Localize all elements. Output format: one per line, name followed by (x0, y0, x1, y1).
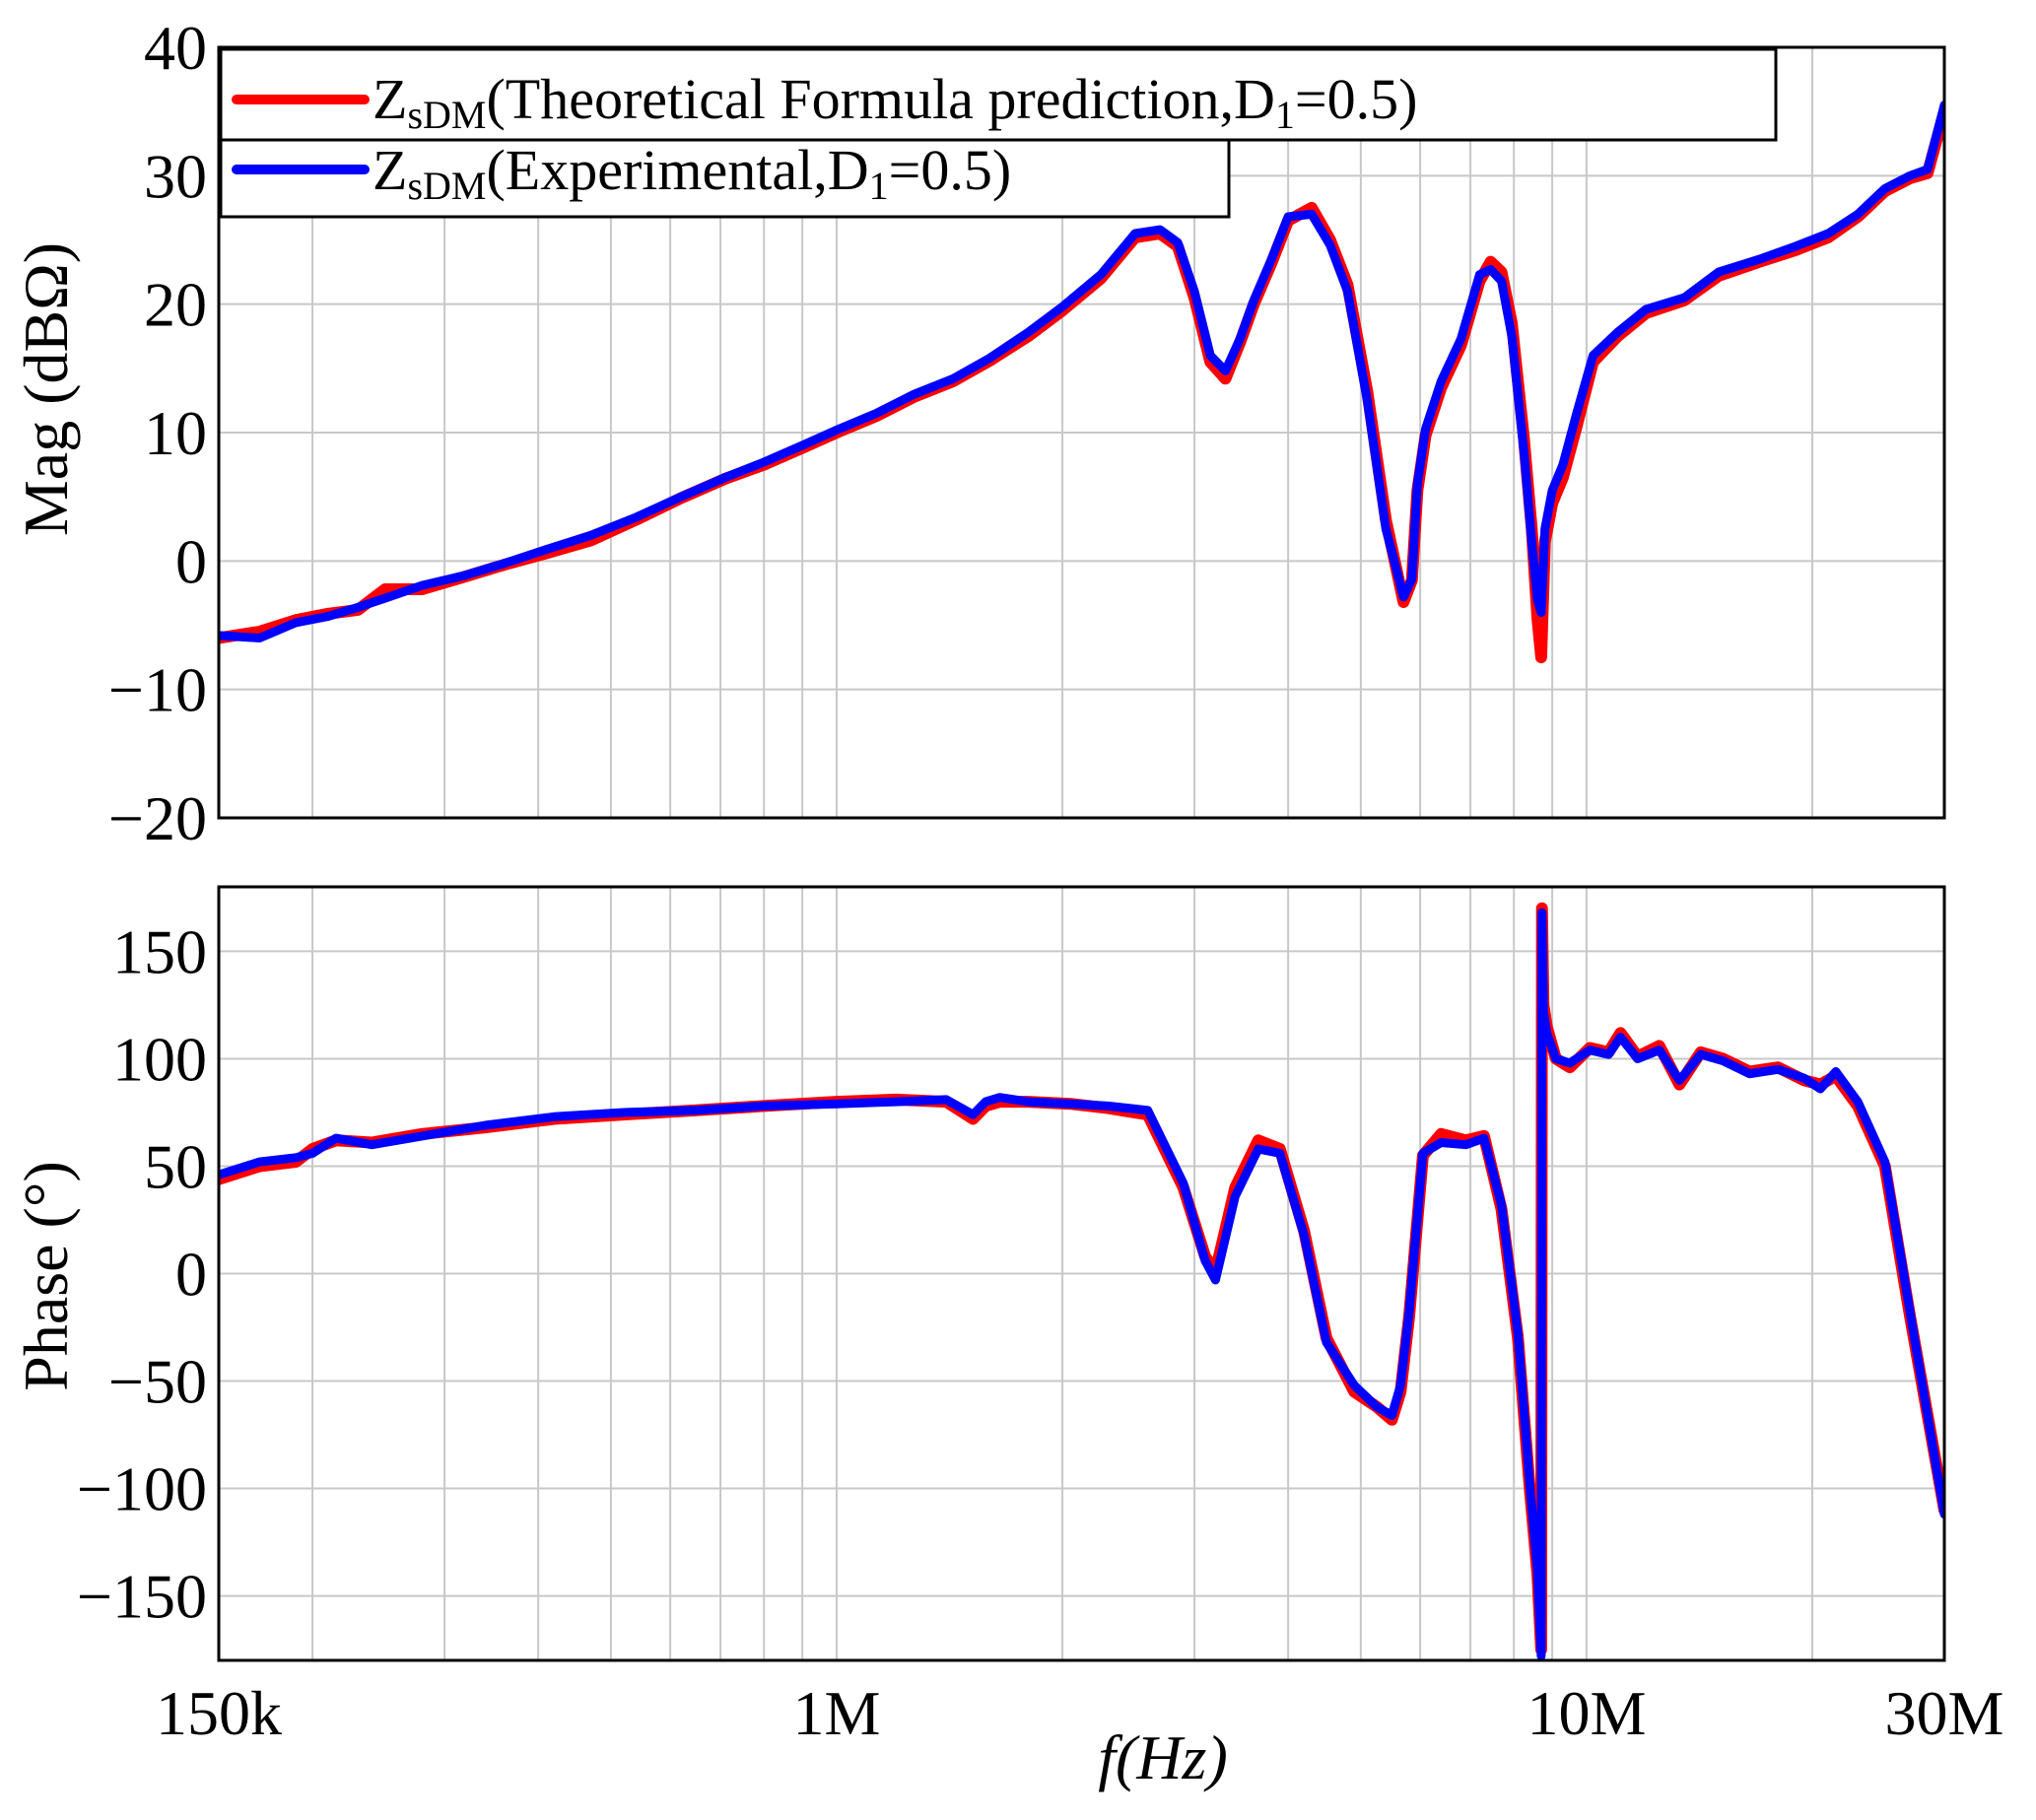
y-tick-label: −50 (108, 1347, 207, 1417)
legend-1-sub: sDM (407, 93, 486, 137)
y-tick-label: 30 (144, 141, 207, 211)
magnitude-series-group (219, 101, 1944, 664)
y-tick-label: 10 (144, 398, 207, 468)
legend-2-rest2: =0.5) (889, 138, 1012, 202)
phase-series-group (219, 902, 1944, 1660)
y-tick-label: 0 (175, 526, 207, 596)
x-tick-label: 1M (793, 1678, 881, 1748)
magnitude-plot-frame (217, 45, 1946, 820)
y-tick-label: 20 (144, 270, 207, 340)
y-tick-label: −10 (108, 655, 207, 725)
magnitude-panel: −20 −10 0 10 20 30 40 Mag (dBΩ) ZsDM(Theoretic… (11, 13, 1946, 853)
legend-2-sub2: 1 (869, 164, 889, 208)
legend-label-experimental: ZsDM(Experimental,D1=0.5) (373, 138, 1011, 208)
legend-1-rest: (Theoretical Formula prediction,D (486, 67, 1274, 131)
magnitude-y-tick-labels: −20 −10 0 10 20 30 40 (108, 13, 207, 853)
y-tick-label: 150 (112, 916, 207, 986)
legend-1-sub2: 1 (1275, 93, 1295, 137)
legend-box-entry-1 (219, 47, 1778, 142)
legend-2-main: Z (373, 138, 407, 202)
y-tick-label: 50 (144, 1131, 207, 1201)
legend-2-sub: sDM (407, 164, 486, 208)
x-tick-label: 150k (156, 1678, 282, 1748)
legend-2-rest: (Experimental,D (486, 138, 868, 202)
legend-label-theoretical: ZsDM(Theoretical Formula prediction,D1=0… (373, 67, 1417, 137)
x-tick-label: 30M (1885, 1678, 2004, 1748)
x-axis-label: f(Hz) (1098, 1722, 1228, 1792)
series-line-experimental (219, 101, 1944, 642)
legend-box-entry-2 (219, 138, 1231, 219)
y-tick-label: 40 (144, 13, 207, 83)
legend-1-main: Z (373, 67, 407, 131)
phase-y-tick-labels: −150 −100 −50 0 50 100 150 (77, 916, 207, 1631)
phase-y-axis-label: Phase (°) (11, 1161, 81, 1391)
magnitude-y-axis-label: Mag (dBΩ) (11, 242, 81, 536)
y-tick-label: −100 (77, 1454, 207, 1524)
x-tick-labels: 150k 1M 10M 30M (156, 1678, 2003, 1748)
y-tick-label: −20 (108, 783, 207, 853)
legend-1-rest2: =0.5) (1295, 67, 1418, 131)
y-tick-label: −150 (77, 1562, 207, 1632)
y-tick-label: 100 (112, 1024, 207, 1094)
x-tick-label: 10M (1527, 1678, 1646, 1748)
phase-panel: −150 −100 −50 0 50 100 150 150k 1M 10M 30M Phase … (11, 885, 2003, 1792)
legend: ZsDM(Theoretical Formula prediction,D1=0… (219, 47, 1778, 219)
phase-grid (219, 887, 1944, 1660)
series-line-experimental (219, 908, 1944, 1660)
phase-plot-frame (217, 885, 1946, 1662)
y-tick-label: 0 (175, 1240, 207, 1310)
